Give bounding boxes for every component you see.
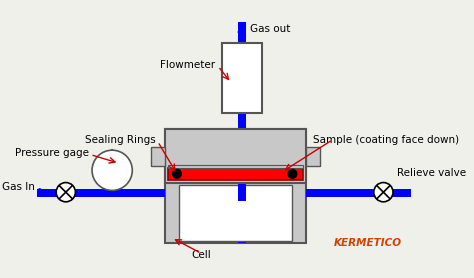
Text: Flowmeter: Flowmeter bbox=[160, 60, 215, 70]
Text: Sealing Rings: Sealing Rings bbox=[85, 135, 156, 145]
Text: Sample (coating face down): Sample (coating face down) bbox=[313, 135, 459, 145]
Bar bbox=[238, 22, 246, 201]
Text: Gas out: Gas out bbox=[249, 24, 290, 34]
Circle shape bbox=[173, 169, 181, 178]
Circle shape bbox=[288, 169, 297, 178]
Text: Pressure gage: Pressure gage bbox=[15, 148, 89, 158]
Text: Cell: Cell bbox=[191, 250, 211, 260]
Circle shape bbox=[374, 183, 393, 202]
Text: KERMETICO: KERMETICO bbox=[334, 238, 401, 248]
Bar bbox=[168, 168, 303, 180]
Bar bbox=[168, 165, 303, 168]
Bar bbox=[179, 185, 292, 241]
Circle shape bbox=[56, 183, 75, 202]
Bar bbox=[151, 147, 164, 166]
Bar bbox=[164, 129, 306, 243]
Bar bbox=[164, 129, 306, 183]
Circle shape bbox=[92, 150, 132, 190]
Bar bbox=[306, 147, 320, 166]
Bar bbox=[222, 43, 262, 113]
Text: Gas In: Gas In bbox=[2, 182, 35, 192]
Bar bbox=[238, 196, 246, 243]
Text: Relieve valve: Relieve valve bbox=[397, 168, 465, 178]
Bar bbox=[306, 189, 411, 197]
Bar bbox=[37, 189, 164, 197]
